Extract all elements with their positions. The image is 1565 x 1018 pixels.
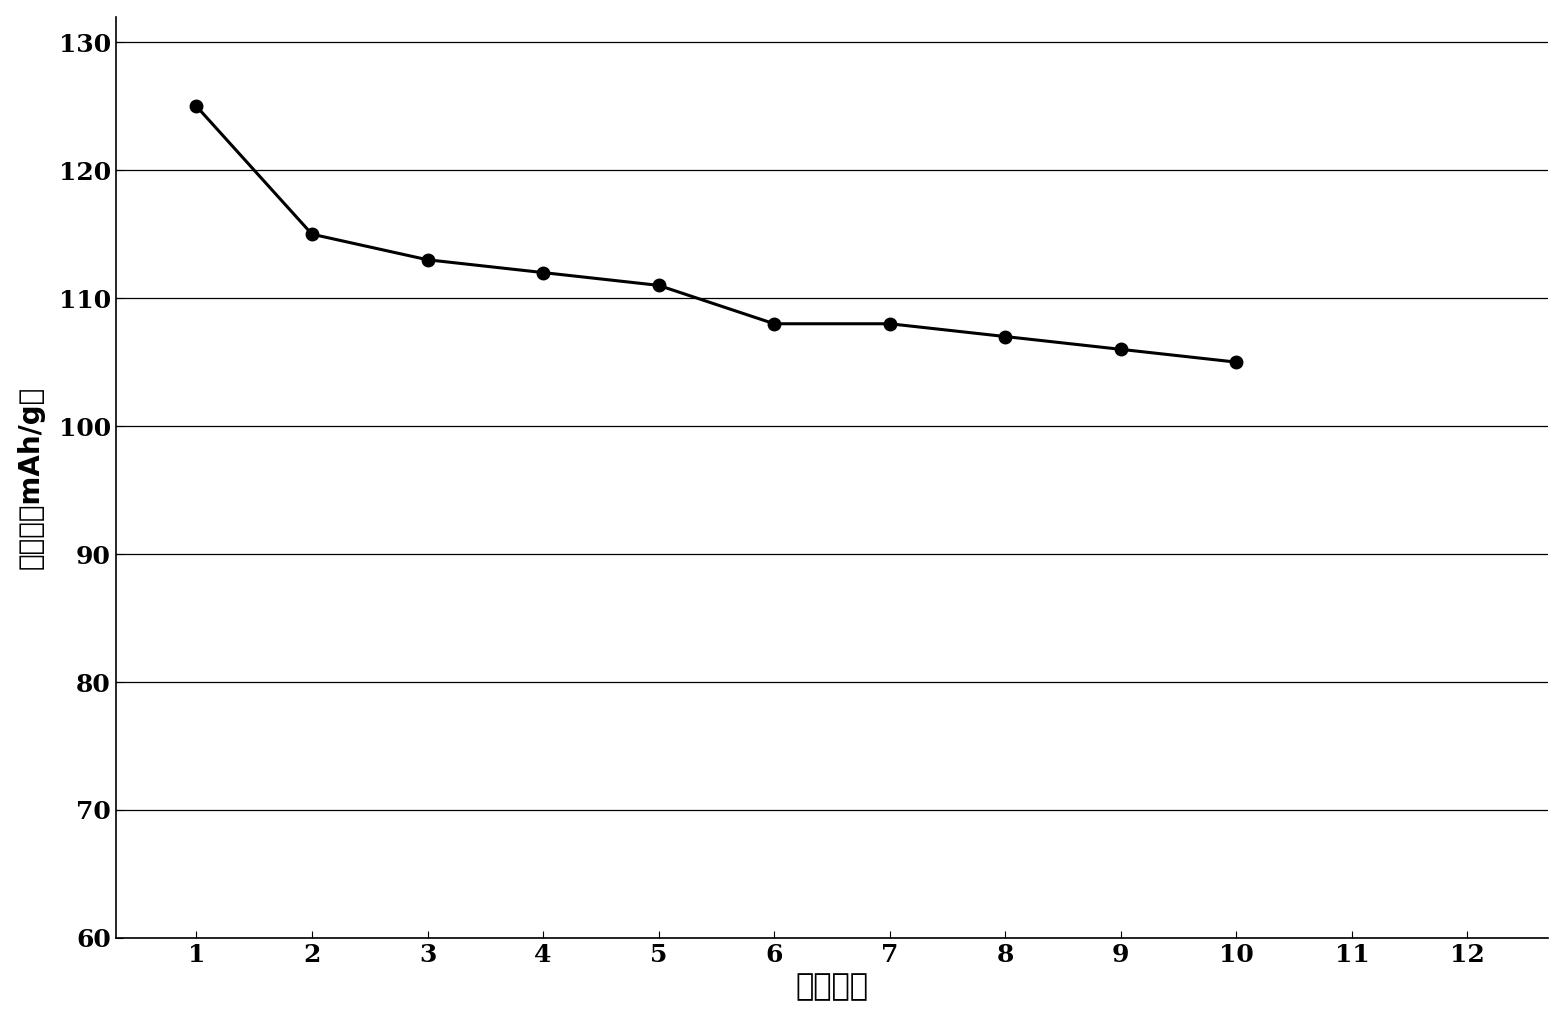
Y-axis label: 比容量（mAh/g）: 比容量（mAh/g） <box>17 386 45 569</box>
X-axis label: 循环次数: 循环次数 <box>795 972 869 1002</box>
